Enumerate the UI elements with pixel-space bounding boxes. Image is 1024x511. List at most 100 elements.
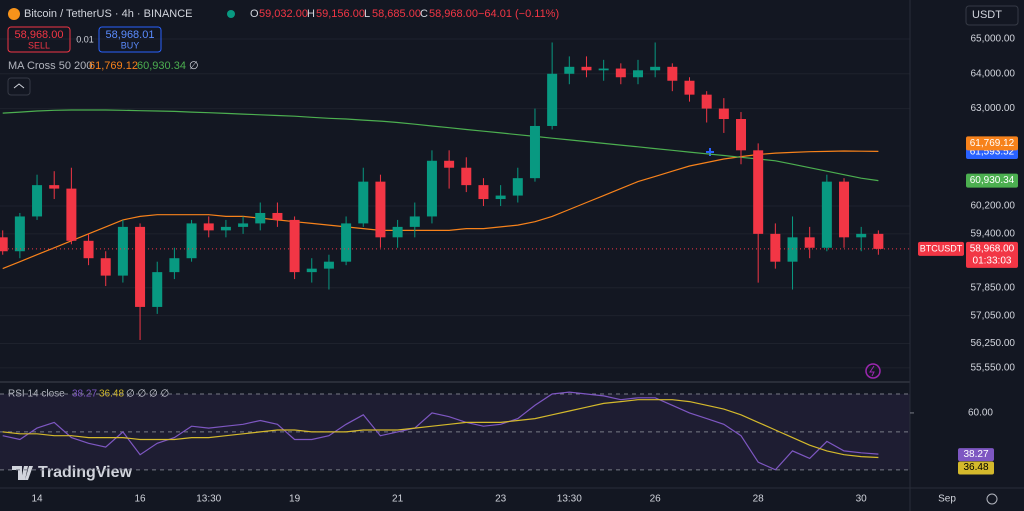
x-tick-label: 16: [134, 494, 146, 505]
countdown: 01:33:03: [973, 256, 1012, 267]
candle-body: [14, 216, 25, 252]
candle-body: [186, 223, 197, 259]
rsi-band: [0, 393, 910, 470]
candle-body: [306, 268, 317, 273]
candle-body: [512, 178, 523, 196]
ma-slow-value: 60,930.34: [137, 60, 186, 72]
currency-button[interactable]: [965, 5, 1019, 26]
candle-body: [495, 195, 506, 200]
candle-body: [444, 160, 455, 168]
ohlc-letter: L: [364, 8, 370, 20]
candle-body: [804, 237, 815, 248]
candle-body: [770, 233, 781, 262]
candle-body: [409, 216, 420, 227]
symbol-tag: [918, 241, 964, 256]
moving-average: [2, 150, 879, 270]
settings-icon[interactable]: [986, 493, 998, 505]
buy-label: BUY: [121, 40, 140, 50]
candle-body: [701, 94, 712, 109]
brand-name: TradingView: [38, 464, 133, 481]
x-tick-label: 28: [753, 494, 765, 505]
candle-body: [392, 226, 403, 238]
chevron-icon: [13, 83, 25, 89]
symbol-title[interactable]: Bitcoin / TetherUS · 4h · BINANCE: [24, 8, 193, 20]
ohlc-letter: C: [420, 8, 428, 20]
buy-button[interactable]: [98, 26, 162, 53]
rsi-line: [2, 391, 879, 471]
x-tick-label: 21: [392, 494, 404, 505]
candle-body: [220, 226, 231, 231]
candle-body: [667, 66, 678, 81]
candle-body: [135, 226, 146, 307]
ma-tag: [966, 173, 1018, 188]
ma-tag-label: 60,930.34: [970, 175, 1015, 186]
candle-body: [32, 185, 43, 217]
ohlc-value: 58,685.00: [372, 8, 421, 20]
candle-body: [615, 68, 626, 78]
rsi-tag-label: 38.27: [963, 449, 988, 460]
market-status[interactable]: [227, 10, 235, 18]
currency: USDT: [972, 9, 1002, 21]
candle-body: [272, 212, 283, 220]
x-tick-label: 30: [856, 494, 868, 505]
x-tick-label: 19: [289, 494, 301, 505]
candle-body: [839, 181, 850, 238]
candle-body: [49, 185, 60, 189]
candle-body: [461, 167, 472, 186]
candle-body: [238, 223, 249, 227]
candle-body: [152, 272, 163, 307]
alert-icon[interactable]: [865, 363, 881, 379]
sell-label: SELL: [28, 40, 50, 50]
sell-button[interactable]: [7, 26, 71, 53]
collapse-button[interactable]: [7, 77, 31, 96]
candle-body: [821, 181, 832, 248]
ma-fast-value: 61,769.12: [89, 60, 138, 72]
ma-tag-label: 61,769.12: [970, 138, 1015, 149]
y-tick-label: 55,550.00: [971, 362, 1016, 373]
candle-body: [718, 108, 729, 120]
candle-body: [856, 233, 867, 238]
candle-body: [117, 226, 128, 276]
y-tick-label: 57,850.00: [971, 282, 1016, 293]
ohlc-letter: O: [250, 8, 259, 20]
candle-body: [787, 237, 798, 262]
candle-body: [358, 181, 369, 224]
rsi-ma-value: 36.48: [99, 389, 124, 400]
rsi-line: [2, 399, 879, 459]
candle-body: [547, 73, 558, 126]
candle-body: [581, 66, 592, 71]
alert-bolt: [869, 365, 875, 377]
candle-body: [203, 223, 214, 231]
y-tick-label: 59,400.00: [971, 228, 1016, 239]
candle-body: [323, 261, 334, 269]
rsi-tag: [958, 448, 994, 462]
candle-body: [650, 66, 661, 71]
ohlc-change: −64.01 (−0.11%): [478, 8, 559, 20]
y-tick-label: 56,250.00: [971, 338, 1016, 349]
ma-tag: [966, 136, 1018, 151]
coin-icon: [8, 8, 20, 20]
candle-body: [255, 212, 266, 224]
ma-name[interactable]: MA Cross 50 200: [8, 60, 92, 72]
buy-price: 58,968.01: [106, 29, 155, 41]
candle-body: [529, 125, 540, 179]
symbol-tag-label: BTCUSDT: [920, 243, 963, 253]
y-tick-label: 64,000.00: [971, 68, 1016, 79]
rsi-name[interactable]: RSI 14 close: [8, 389, 65, 400]
candle-body: [289, 219, 300, 273]
moving-average: [2, 109, 879, 182]
candle-body: [0, 237, 8, 252]
crosshair-price: 61,593.52: [970, 147, 1015, 158]
candle-body: [169, 258, 180, 273]
x-tick-label: 23: [495, 494, 507, 505]
rsi-value: 38.27: [72, 389, 97, 400]
candle-body: [632, 70, 643, 78]
candle-body: [684, 80, 695, 95]
candle-body: [66, 188, 77, 241]
candle-body: [426, 160, 437, 217]
spread: 0.01: [76, 34, 94, 44]
ohlc-letter: H: [307, 8, 315, 20]
candle-body: [100, 258, 111, 276]
